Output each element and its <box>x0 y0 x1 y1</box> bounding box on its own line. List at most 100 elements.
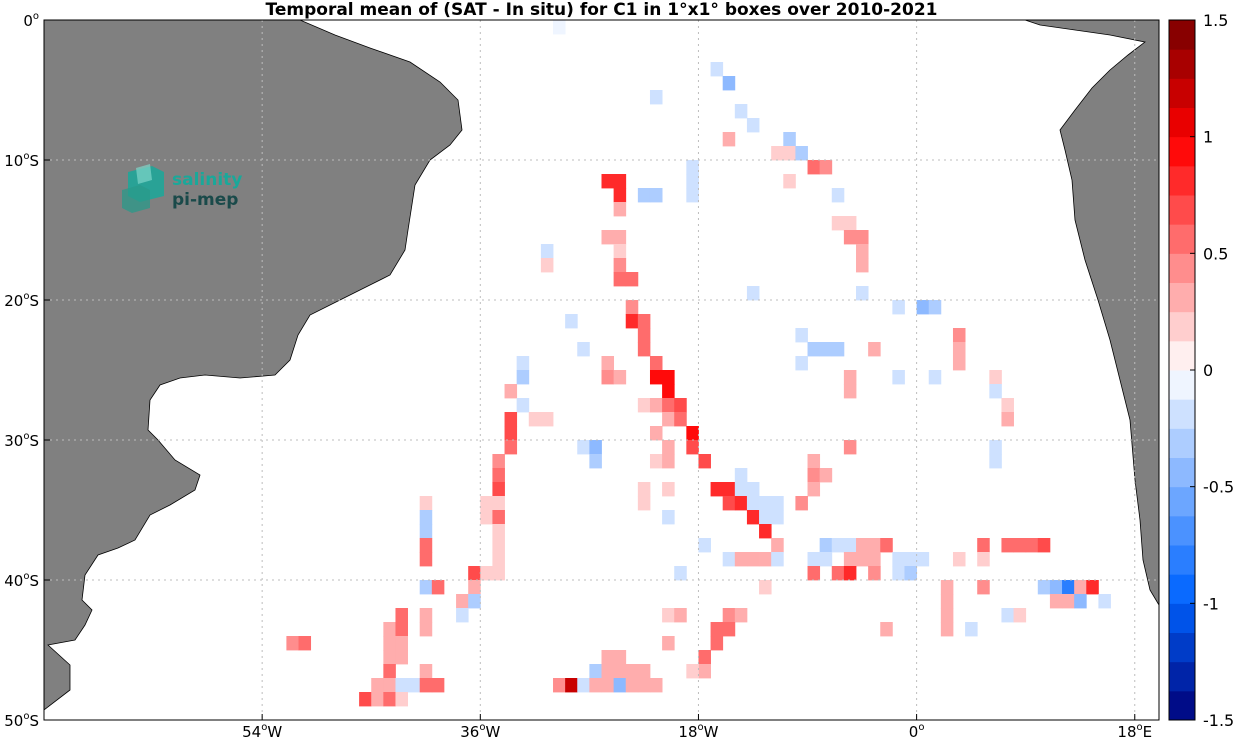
data-cell <box>880 538 893 553</box>
data-cell <box>662 398 675 413</box>
data-cell <box>771 146 784 161</box>
data-cell <box>892 300 905 315</box>
data-cell <box>565 314 578 329</box>
data-cell <box>649 90 663 105</box>
data-cell <box>383 692 396 707</box>
data-cell <box>419 580 433 595</box>
data-cell <box>722 608 736 623</box>
data-cell <box>516 370 530 385</box>
data-cell <box>649 454 663 469</box>
data-cell <box>892 552 905 567</box>
data-cell <box>613 174 627 189</box>
data-cell <box>589 454 602 469</box>
data-cell <box>553 678 566 693</box>
data-cell <box>686 440 699 455</box>
data-cell <box>674 608 687 623</box>
data-cell <box>843 230 857 245</box>
data-cell <box>662 384 675 399</box>
data-cell <box>989 384 1002 399</box>
data-cell <box>540 258 554 273</box>
data-cell <box>722 622 736 637</box>
data-cell <box>480 496 493 511</box>
data-cell <box>977 538 990 553</box>
x-tick-label: 0o <box>909 722 925 740</box>
data-cell <box>734 552 748 567</box>
data-cell <box>1098 594 1111 609</box>
data-cell <box>613 202 627 217</box>
colorbar-band <box>1169 603 1195 633</box>
data-cell <box>540 412 554 427</box>
x-tick-label: 54oW <box>242 722 282 740</box>
data-cell <box>637 678 651 693</box>
data-cell <box>589 664 602 679</box>
salinity-difference-map: 54oW 36oW 18oW 0o 18oE 0o 10oS 20oS 30oS 40oS 50o… <box>4 11 1160 740</box>
data-cell <box>904 566 918 581</box>
data-cell <box>710 62 724 77</box>
data-cell <box>601 370 615 385</box>
data-cell <box>625 678 639 693</box>
data-cell <box>1037 580 1051 595</box>
data-cell <box>686 160 699 175</box>
data-cell <box>613 258 627 273</box>
colorbar-band <box>1169 515 1195 546</box>
data-cell <box>528 412 542 427</box>
data-cell <box>928 370 942 385</box>
data-cell <box>734 482 748 497</box>
colorbar-band <box>1169 311 1195 342</box>
data-cell <box>868 566 881 581</box>
data-cell <box>868 552 881 567</box>
data-cell <box>795 328 808 343</box>
data-cell <box>722 76 736 91</box>
data-cell <box>734 608 748 623</box>
data-cell <box>734 104 748 119</box>
data-cell <box>625 664 639 679</box>
colorbar-band <box>1169 107 1195 138</box>
data-cell <box>928 300 942 315</box>
data-cell <box>807 482 821 497</box>
data-cell <box>1001 538 1014 553</box>
data-cell <box>795 146 808 161</box>
colorbar-frame <box>1168 19 1196 721</box>
data-cell <box>771 552 784 567</box>
data-cell <box>662 636 675 651</box>
data-cell <box>577 678 590 693</box>
data-cell <box>856 258 869 273</box>
data-cell <box>868 342 881 357</box>
colorbar-band <box>1169 690 1195 721</box>
data-cell <box>807 552 821 567</box>
data-cell <box>1001 608 1014 623</box>
data-cell <box>649 426 663 441</box>
data-cell <box>831 538 845 553</box>
data-cell <box>395 692 408 707</box>
data-cell <box>746 482 760 497</box>
colorbar-band <box>1169 165 1195 196</box>
data-cell <box>492 482 505 497</box>
data-cell <box>625 300 639 315</box>
graticule <box>44 19 1159 721</box>
data-cell <box>831 188 845 203</box>
data-cell <box>395 650 408 665</box>
data-cell <box>637 342 651 357</box>
data-cell <box>492 454 505 469</box>
data-cell <box>795 356 808 371</box>
data-cell <box>710 636 724 651</box>
colorbar-band <box>1169 49 1195 79</box>
data-cell <box>831 342 845 357</box>
colorbar-band <box>1169 574 1195 604</box>
data-cell <box>843 552 857 567</box>
data-cell <box>880 622 893 637</box>
data-cell <box>540 244 554 259</box>
colorbar-band <box>1169 399 1195 429</box>
colorbar-band <box>1169 370 1195 400</box>
map-title: Temporal mean of (SAT - In situ) for C1 … <box>265 0 938 20</box>
data-cell <box>419 608 433 623</box>
data-cell <box>516 398 530 413</box>
data-cell <box>807 342 821 357</box>
data-cell <box>940 580 954 595</box>
data-cell <box>952 356 966 371</box>
data-cell <box>286 636 299 651</box>
data-cell <box>637 398 651 413</box>
data-cell <box>1049 594 1063 609</box>
data-cell <box>649 370 663 385</box>
data-cell <box>637 482 651 497</box>
